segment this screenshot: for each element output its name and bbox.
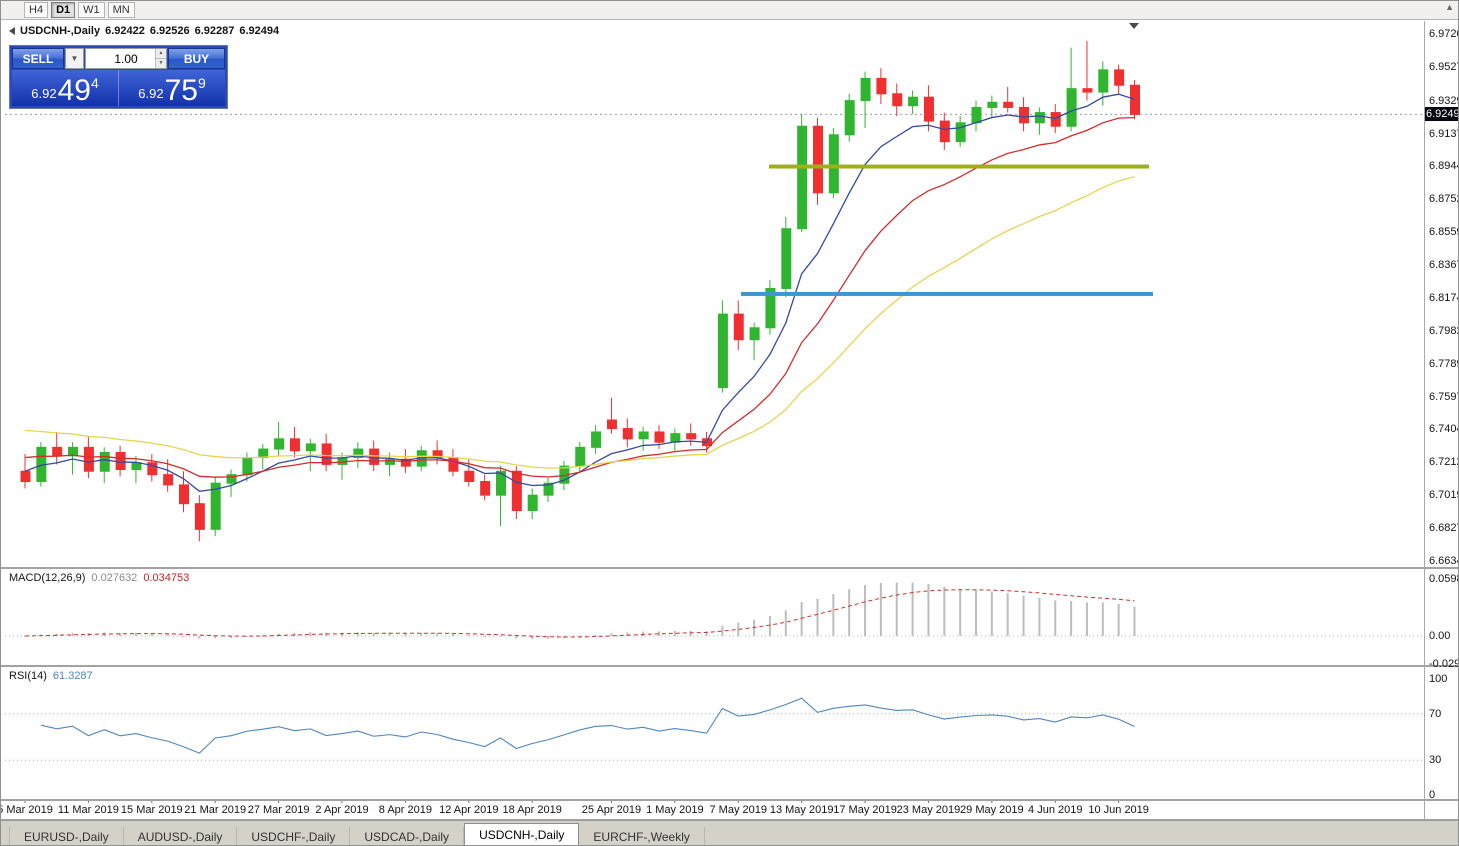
price-axis-tick: 6.97200 xyxy=(1429,28,1458,40)
price-axis-tick: 6.83670 xyxy=(1429,259,1458,272)
chart-symbol-label: USDCNH-,Daily xyxy=(20,25,101,37)
price-axis-tick: 6.87520 xyxy=(1429,193,1458,206)
chart-tab-eurusd[interactable]: EURUSD-,Daily xyxy=(9,827,124,845)
collapse-panel-icon[interactable] xyxy=(9,27,15,35)
volume-up-icon[interactable]: ▲ xyxy=(156,49,166,59)
ohlc-high: 6.92526 xyxy=(149,25,190,37)
date-label: 21 Mar 2019 xyxy=(184,804,247,816)
volume-stepper[interactable]: ▲ ▼ xyxy=(155,49,166,68)
price-axis-tick: 6.74045 xyxy=(1429,423,1458,436)
timeframe-toolbar: H4 D1 W1 MN xyxy=(1,1,1458,20)
buy-button[interactable]: BUY xyxy=(168,48,225,69)
chart-tab-usdcad[interactable]: USDCAD-,Daily xyxy=(350,827,465,845)
chevron-down-icon: ▼ xyxy=(70,54,79,63)
volume-down-icon[interactable]: ▼ xyxy=(156,59,166,68)
volume-input[interactable]: 1.00 ▲ ▼ xyxy=(85,48,167,69)
chart-tab-audusd[interactable]: AUDUSD-,Daily xyxy=(124,827,238,845)
bid-big-figure: 6.92 xyxy=(31,86,57,101)
ask-big-figure: 6.92 xyxy=(138,86,164,101)
date-label: 8 Apr 2019 xyxy=(378,804,432,816)
macd-axis-tick: -0.02904 xyxy=(1429,657,1459,670)
macd-axis-tick: 0.00 xyxy=(1429,630,1451,642)
rsi-value: 61.3287 xyxy=(52,670,93,682)
rsi-axis-tick: 0 xyxy=(1429,789,1436,801)
price-axis-tick: 6.79820 xyxy=(1429,324,1458,337)
price-axis-tick: 6.72120 xyxy=(1429,456,1458,469)
timeframe-button-w1[interactable]: W1 xyxy=(78,2,105,18)
ask-price[interactable]: 6.92 75 9 xyxy=(119,70,225,106)
price-axis-tick: 6.93295 xyxy=(1429,94,1458,107)
chart-tab-eurchf[interactable]: EURCHF-,Weekly xyxy=(579,827,705,845)
date-label: 27 Mar 2019 xyxy=(247,804,310,816)
date-label: 18 Apr 2019 xyxy=(502,804,562,816)
price-axis-tick: 6.66345 xyxy=(1429,555,1458,567)
order-type-dropdown[interactable]: ▼ xyxy=(65,48,84,69)
macd-main-value: 0.027632 xyxy=(91,572,138,584)
price-axis-tick: 6.68270 xyxy=(1429,522,1458,535)
ask-point: 9 xyxy=(197,75,206,91)
one-click-trading-panel: SELL ▼ 1.00 ▲ ▼ BUY 6.92 49 4 6.92 75 9 xyxy=(9,45,228,109)
date-label: 1 May 2019 xyxy=(646,804,704,816)
chart-tab-usdcnh[interactable]: USDCNH-,Daily xyxy=(464,823,580,845)
date-label: 15 Mar 2019 xyxy=(120,804,183,816)
price-axis-tick: 6.75970 xyxy=(1429,390,1458,403)
price-axis-tick: 6.70195 xyxy=(1429,489,1458,502)
date-label: 7 May 2019 xyxy=(709,804,767,816)
date-label: 4 Jun 2019 xyxy=(1028,804,1083,816)
sell-button[interactable]: SELL xyxy=(12,48,64,69)
timeframe-button-h4[interactable]: H4 xyxy=(24,2,49,18)
macd-signal-value: 0.034753 xyxy=(143,572,190,584)
date-label: 23 May 2019 xyxy=(896,804,961,816)
date-label: 10 Jun 2019 xyxy=(1088,804,1149,816)
date-label: 29 May 2019 xyxy=(960,804,1024,816)
date-label: 5 Mar 2019 xyxy=(0,804,53,816)
date-label: 13 May 2019 xyxy=(769,804,834,816)
date-label: 17 May 2019 xyxy=(833,804,897,816)
price-axis-tick: 6.89445 xyxy=(1429,160,1458,173)
macd-label: MACD(12,26,9) 0.027632 0.034753 xyxy=(9,572,189,584)
timeframe-button-mn[interactable]: MN xyxy=(107,2,135,18)
ohlc-close: 6.92494 xyxy=(239,25,280,37)
price-axis-tick: 6.85595 xyxy=(1429,226,1458,239)
price-axis-tick: 6.91370 xyxy=(1429,127,1458,140)
rsi-axis-tick: 70 xyxy=(1429,707,1442,720)
ohlc-low: 6.92287 xyxy=(194,25,235,37)
price-axis-tick: 6.77895 xyxy=(1429,357,1458,370)
bid-point: 4 xyxy=(90,75,99,91)
price-axis-tick: 6.81745 xyxy=(1429,291,1458,304)
macd-name: MACD(12,26,9) xyxy=(9,572,86,584)
chart-tab-bar: EURUSD-,Daily AUDUSD-,Daily USDCHF-,Daily U… xyxy=(1,820,1458,845)
rsi-axis-tick: 30 xyxy=(1429,754,1442,767)
chart-title: USDCNH-,Daily 6.92422 6.92526 6.92287 6.… xyxy=(9,25,279,37)
date-label: 11 Mar 2019 xyxy=(57,804,119,816)
macd-axis-tick: 0.0598 xyxy=(1429,573,1458,585)
chart-tab-usdchf[interactable]: USDCHF-,Daily xyxy=(237,827,351,845)
current-price-badge: 6.92494 xyxy=(1425,107,1458,122)
rsi-axis-tick: 100 xyxy=(1429,673,1448,685)
scroll-up-icon[interactable]: ▲ xyxy=(1445,2,1454,12)
timeframe-button-d1[interactable]: D1 xyxy=(51,2,76,18)
ask-pips: 75 xyxy=(164,74,198,107)
bid-pips: 49 xyxy=(57,74,91,107)
rsi-name: RSI(14) xyxy=(9,670,47,682)
date-label: 25 Apr 2019 xyxy=(581,804,642,816)
price-axis-tick: 6.95275 xyxy=(1429,60,1458,73)
bid-price[interactable]: 6.92 49 4 xyxy=(12,70,119,106)
rsi-label: RSI(14) 61.3287 xyxy=(9,670,93,682)
ohlc-open: 6.92422 xyxy=(105,25,145,37)
date-label: 12 Apr 2019 xyxy=(439,804,499,816)
volume-value: 1.00 xyxy=(114,51,138,66)
date-label: 2 Apr 2019 xyxy=(315,804,369,816)
